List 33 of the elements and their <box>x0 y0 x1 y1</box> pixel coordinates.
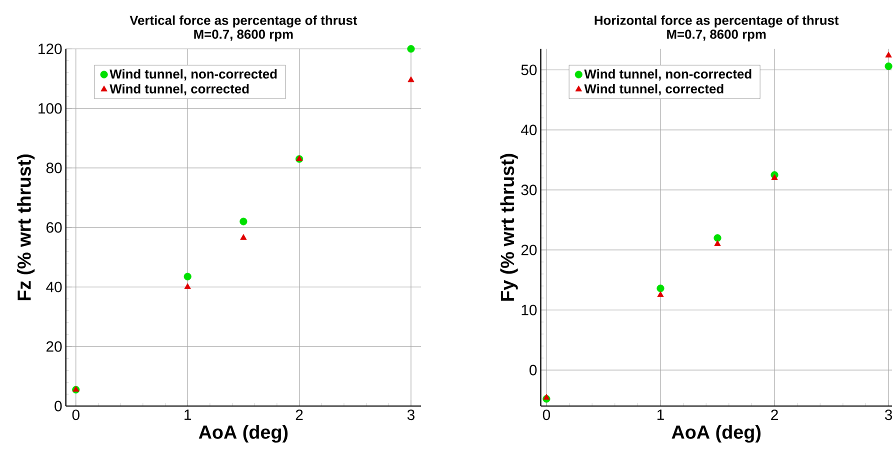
legend-label: Wind tunnel, non-corrected <box>584 69 752 81</box>
chart-subtitle: M=0.7, 8600 rpm <box>194 30 293 42</box>
x-tick-label: 0 <box>72 410 80 420</box>
y-tick-label: 10 <box>522 304 537 316</box>
legend-label: Wind tunnel, corrected <box>584 84 724 96</box>
chart-title: Vertical force as percentage of thrust <box>130 15 358 28</box>
y-tick-label: 120 <box>38 44 62 54</box>
y-tick-label: 50 <box>521 64 537 76</box>
y-tick-label: 30 <box>521 184 537 196</box>
legend-label: Wind tunnel, corrected <box>110 84 249 96</box>
y-tick-label: 20 <box>46 341 62 352</box>
y-tick-label: 0 <box>54 400 62 412</box>
y-tick-label: 0 <box>530 364 537 376</box>
y-axis-title: Fz (% wrt thrust) <box>17 154 35 300</box>
x-tick-label: 1 <box>657 410 664 420</box>
y-tick-label: 60 <box>46 222 62 233</box>
x-axis-title: AoA (deg) <box>672 424 761 443</box>
y-tick-label: 100 <box>38 103 62 114</box>
y-tick-label: 80 <box>46 162 62 174</box>
y-tick-label: 20 <box>521 244 537 256</box>
chart-subtitle: M=0.7, 8600 rpm <box>667 30 766 42</box>
legend-label: Wind tunnel, non-corrected <box>110 69 277 81</box>
x-tick-label: 3 <box>407 410 414 420</box>
y-tick-label: 40 <box>46 282 62 292</box>
x-axis-title: AoA (deg) <box>198 424 288 443</box>
x-tick-label: 3 <box>884 410 892 420</box>
x-tick-label: 2 <box>296 410 303 420</box>
x-tick-label: 0 <box>542 410 550 420</box>
y-axis-title: Fy (% wrt thrust) <box>500 154 518 301</box>
y-tick-label: 40 <box>521 124 537 136</box>
x-tick-label: 2 <box>771 410 778 420</box>
chart-title: Horizontal force as percentage of thrust <box>594 15 839 28</box>
x-tick-label: 1 <box>184 410 192 420</box>
